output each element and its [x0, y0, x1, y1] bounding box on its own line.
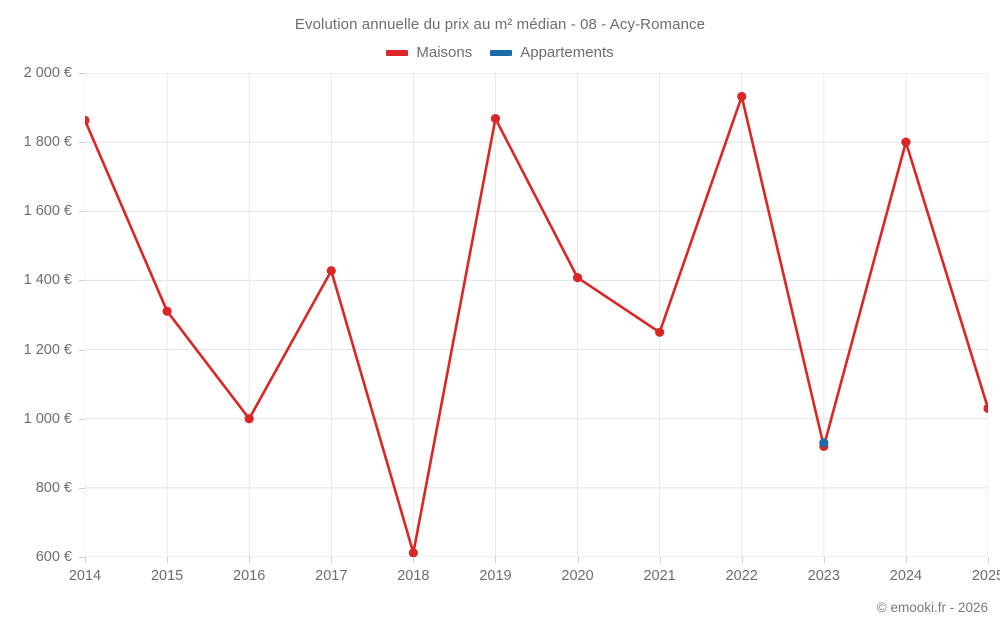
x-axis-tick-label: 2017 [315, 568, 348, 584]
y-axis-tick-label: 800 € [35, 479, 72, 496]
y-axis-tick-label: 1 000 € [23, 410, 72, 427]
y-axis-tick-label: 1 800 € [23, 134, 72, 151]
legend-swatch-maisons [386, 49, 409, 56]
credit-text: © emooki.fr - 2026 [876, 600, 988, 615]
data-point-maisons[interactable] [490, 114, 501, 124]
chart-title: Evolution annuelle du prix au m² médian … [294, 16, 706, 33]
x-axis-tick-mark [495, 557, 497, 563]
y-axis-tick-mark [79, 280, 85, 282]
x-axis-tick-label: 2016 [233, 568, 266, 584]
data-point-maisons[interactable] [244, 414, 254, 424]
data-point-maisons[interactable] [85, 115, 90, 125]
legend-label-appartements: Appartements [520, 44, 614, 61]
y-axis-tick-mark [79, 349, 85, 351]
y-axis-tick-label: 1 200 € [23, 341, 72, 358]
legend-item-maisons[interactable]: Maisons [386, 44, 472, 61]
x-axis-tick-mark [167, 557, 169, 563]
x-axis-tick-label: 2014 [68, 568, 102, 584]
chart-legend: Maisons Appartements [0, 44, 1000, 61]
data-point-maisons[interactable] [901, 137, 911, 147]
y-axis-tick-mark [79, 211, 85, 213]
y-axis-tick-label: 1 400 € [23, 272, 72, 289]
data-point-maisons[interactable] [737, 91, 747, 102]
y-axis-tick-mark [79, 418, 85, 420]
x-axis-tick-label: 2024 [889, 568, 923, 584]
x-axis-tick-mark [249, 557, 251, 563]
x-axis-tick-label: 2019 [479, 568, 512, 584]
x-axis-tick-mark [85, 557, 86, 563]
y-axis-tick-mark [79, 557, 85, 558]
x-axis-tick-mark [741, 557, 743, 563]
plot-svg [85, 73, 988, 557]
x-axis-tick-mark [823, 557, 825, 563]
data-point-maisons[interactable] [326, 266, 336, 276]
data-point-maisons[interactable] [983, 403, 988, 413]
legend-item-appartements[interactable]: Appartements [490, 44, 614, 61]
series-line-maisons [85, 95, 988, 555]
y-axis-tick-label: 2 000 € [23, 65, 72, 81]
legend-swatch-appartements [490, 49, 513, 56]
y-axis-tick-label: 600 € [35, 549, 72, 565]
x-axis-tick-mark [413, 557, 415, 563]
data-point-maisons[interactable] [572, 273, 583, 283]
data-point-maisons[interactable] [162, 306, 172, 316]
data-point-appartements[interactable] [819, 438, 829, 448]
data-point-maisons[interactable] [655, 327, 665, 337]
x-axis-tick-label: 2021 [643, 568, 676, 584]
y-axis-tick-mark [79, 73, 85, 74]
x-axis-tick-label: 2023 [807, 568, 840, 584]
x-axis-tick-label: 2018 [397, 568, 430, 584]
x-axis-tick-label: 2022 [725, 568, 758, 584]
x-axis-tick-label: 2020 [561, 568, 594, 584]
y-axis-tick-mark [79, 142, 85, 144]
plot-area [85, 73, 988, 557]
x-axis-tick-mark [659, 557, 661, 563]
x-axis-tick-label: 2015 [150, 568, 184, 584]
x-axis-tick-mark [988, 557, 989, 563]
x-axis-tick-mark [905, 557, 907, 563]
y-axis-tick-label: 1 600 € [23, 203, 72, 220]
x-axis-tick-label: 2025 [971, 568, 1000, 584]
y-axis-tick-mark [79, 487, 85, 489]
data-point-maisons[interactable] [408, 548, 418, 557]
x-axis-tick-mark [331, 557, 333, 563]
x-axis-tick-mark [577, 557, 579, 563]
legend-label-maisons: Maisons [416, 44, 473, 61]
